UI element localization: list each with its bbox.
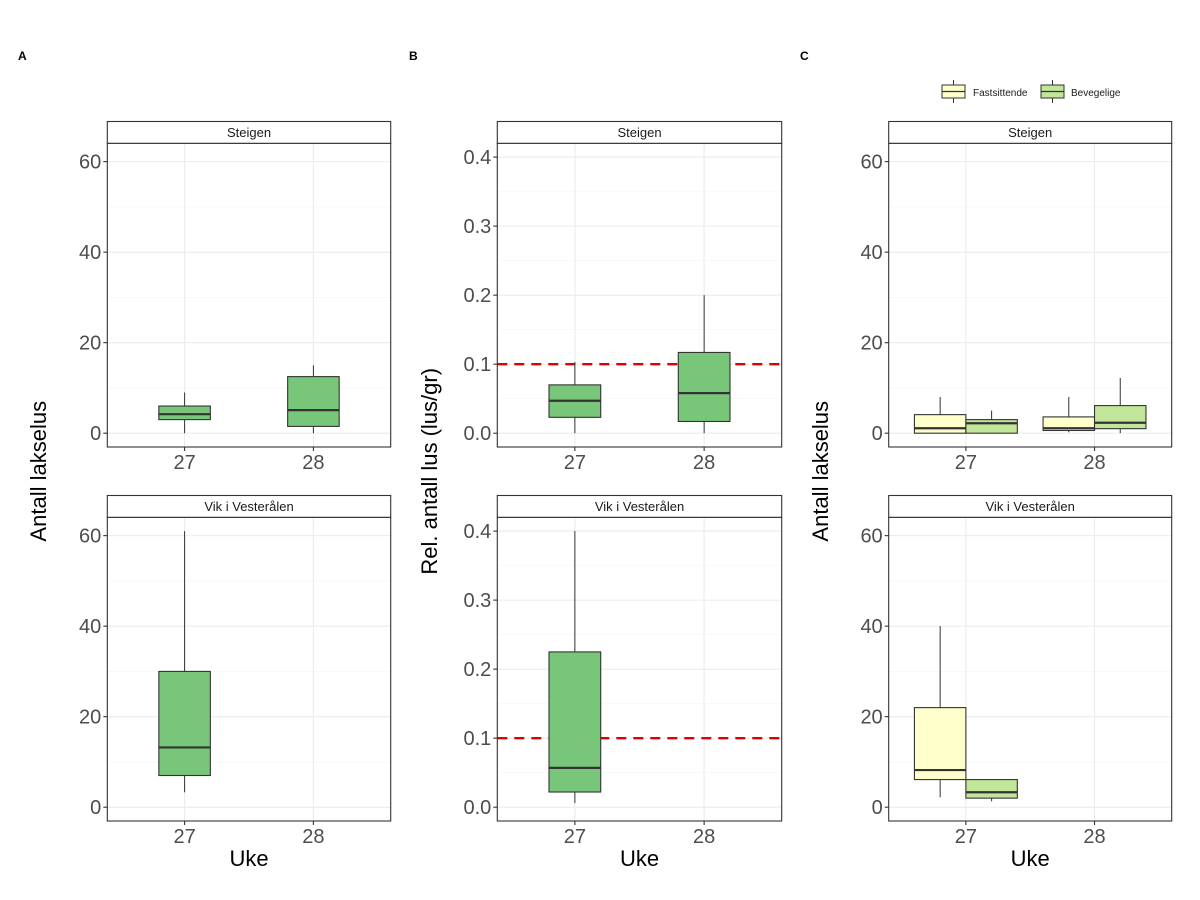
y-tick-label: 0.3 [463, 590, 491, 612]
y-tick-label: 0.1 [463, 354, 491, 376]
panel-c: C Steigen 0 20 40 60 27 28 Vik i Vesterålen 0 20 40… [800, 49, 1173, 871]
facet-1: Vik i Vesterålen 0 20 40 60 27 28 [79, 494, 392, 848]
x-tick-label: 28 [302, 452, 324, 474]
facet-strip [496, 494, 783, 518]
y-tick-label: 60 [860, 152, 882, 174]
y-tick-label: 40 [79, 616, 101, 638]
box-antall-28 [287, 365, 340, 434]
box-bevegelige-28 [1093, 377, 1147, 434]
x-tick-label: 28 [1083, 826, 1105, 848]
plot-background [107, 517, 391, 821]
facet-strip [888, 120, 1173, 144]
facet-strip [496, 120, 783, 144]
y-tick-label: 0.4 [463, 521, 491, 543]
facet-strip-label: Vik i Vesterålen [986, 499, 1075, 514]
legend-label: Bevegelige [1071, 88, 1121, 99]
facet-strip-label: Vik i Vesterålen [595, 499, 684, 514]
legend: Fastsittende Bevegelige [941, 80, 1121, 103]
box-bevegelige-27 [965, 410, 1018, 434]
y-tick-label: 60 [79, 526, 101, 548]
facet-strip [106, 494, 392, 518]
x-tick-label: 27 [173, 826, 195, 848]
facet-0: Steigen 0.0 0.1 0.2 0.3 0.4 27 28 [463, 120, 783, 474]
x-tick-label: 27 [955, 826, 977, 848]
box-fastsittende-27 [913, 396, 967, 434]
box-iqr [965, 779, 1018, 799]
facet-strip-label: Steigen [1008, 125, 1052, 140]
legend-entry-fastsittende: Fastsittende [941, 80, 1028, 103]
box-iqr [913, 414, 967, 434]
panel-a: A Steigen 0 20 40 60 27 28 Vik i Vesterålen 0 20 40… [18, 49, 392, 871]
panel-tag: B [409, 49, 418, 63]
x-axis-title: Uke [229, 846, 268, 871]
facet-strip [106, 120, 392, 144]
y-tick-label: 40 [860, 242, 882, 264]
facet-strip-label: Steigen [227, 125, 271, 140]
legend-label: Fastsittende [973, 88, 1028, 99]
panel-tag: C [800, 49, 809, 63]
y-tick-label: 0 [872, 423, 883, 445]
x-tick-label: 28 [693, 826, 715, 848]
y-tick-label: 60 [860, 526, 882, 548]
box-relantall-27 [548, 531, 602, 804]
x-axis-title: Uke [620, 846, 659, 871]
y-tick-label: 20 [860, 333, 882, 355]
x-tick-label: 28 [693, 452, 715, 474]
y-tick-label: 20 [79, 333, 101, 355]
y-tick-label: 40 [79, 242, 101, 264]
y-tick-label: 0.2 [463, 285, 491, 307]
box-iqr [158, 670, 211, 777]
box-antall-27 [158, 531, 211, 793]
box-iqr [1093, 405, 1147, 430]
box-relantall-28 [677, 295, 731, 434]
y-axis-title: Antall lakselus [26, 401, 51, 542]
box-iqr [287, 376, 340, 427]
y-tick-label: 0 [90, 797, 101, 819]
box-antall-27 [158, 392, 211, 434]
y-tick-label: 0.0 [463, 423, 491, 445]
x-tick-label: 28 [1083, 452, 1105, 474]
facet-strip-label: Steigen [617, 125, 661, 140]
y-tick-label: 0 [90, 423, 101, 445]
facet-strip-label: Vik i Vesterålen [204, 499, 293, 514]
facet-1: Vik i Vesterålen 0.0 0.1 0.2 0.3 0.4 27 28 [463, 494, 783, 848]
x-tick-label: 28 [302, 826, 324, 848]
y-tick-label: 0 [872, 797, 883, 819]
box-relantall-27 [548, 362, 602, 434]
y-tick-label: 60 [79, 152, 101, 174]
y-axis-title: Antall lakselus [808, 401, 833, 542]
facet-1: Vik i Vesterålen 0 20 40 60 27 28 [860, 494, 1173, 848]
y-tick-label: 0.2 [463, 659, 491, 681]
y-axis-title: Rel. antall lus (lus/gr) [417, 368, 442, 575]
plot-background [107, 143, 391, 448]
x-tick-label: 27 [564, 452, 586, 474]
x-tick-label: 27 [173, 452, 195, 474]
y-tick-label: 0.3 [463, 216, 491, 238]
y-tick-label: 0.0 [463, 797, 491, 819]
facet-strip [888, 494, 1173, 518]
y-tick-label: 40 [860, 616, 882, 638]
legend-entry-bevegelige: Bevegelige [1040, 80, 1121, 103]
x-tick-label: 27 [955, 452, 977, 474]
y-tick-label: 0.4 [463, 147, 491, 169]
box-fastsittende-28 [1042, 396, 1096, 433]
box-iqr [548, 651, 602, 793]
box-bevegelige-27 [965, 779, 1018, 802]
facet-0: Steigen 0 20 40 60 27 28 [79, 120, 392, 474]
y-tick-label: 20 [79, 707, 101, 729]
facet-0: Steigen 0 20 40 60 27 28 [860, 120, 1173, 474]
x-tick-label: 27 [564, 826, 586, 848]
box-iqr [158, 405, 211, 421]
box-iqr [677, 351, 731, 423]
box-iqr [913, 707, 967, 781]
x-axis-title: Uke [1011, 846, 1050, 871]
plot-background [888, 143, 1172, 448]
panel-tag: A [18, 49, 27, 63]
box-fastsittende-27 [913, 626, 967, 798]
y-tick-label: 0.1 [463, 728, 491, 750]
y-tick-label: 20 [860, 707, 882, 729]
box-iqr [965, 419, 1018, 434]
